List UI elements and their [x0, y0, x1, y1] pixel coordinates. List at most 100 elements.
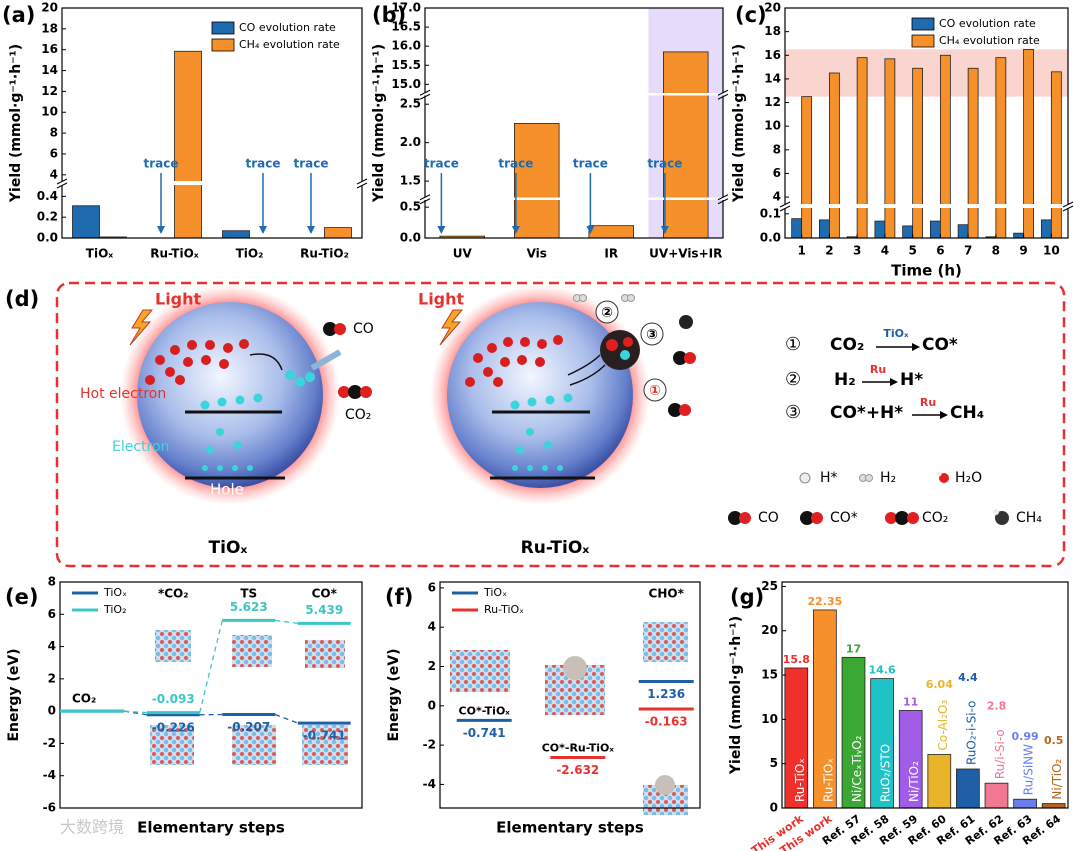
species-legend — [800, 511, 823, 525]
panel-label: (g) — [730, 585, 764, 609]
x-tick-label: IR — [604, 247, 618, 261]
reaction-number: ③ — [785, 402, 801, 423]
value-label: 11 — [903, 696, 918, 709]
ru-tiox-sphere — [430, 285, 650, 505]
ru-tiox-sphere — [516, 446, 524, 454]
y-tick-label: 15.5 — [391, 58, 421, 72]
annotation: trace — [647, 157, 682, 171]
x-tick-label: Ru-TiO₂ — [300, 247, 349, 261]
bar — [72, 205, 100, 239]
y-axis-label: Yield (mmol·g⁻¹·h⁻¹) — [728, 616, 744, 775]
bar-label: Ru/i-Si-o — [993, 729, 1007, 779]
legend-label: CO — [758, 510, 779, 526]
panel-label: (c) — [735, 3, 767, 27]
bar — [1013, 798, 1037, 809]
y-tick-label: 12 — [41, 84, 58, 98]
tiox-sphere — [137, 302, 323, 488]
annotation-arrow — [259, 226, 267, 234]
step-label: *CO₂ — [158, 587, 189, 601]
bar — [324, 227, 352, 239]
bar-label: Ru-TiOₓ — [821, 758, 835, 802]
ru-tiox-sphere — [510, 393, 573, 471]
species-legend — [728, 511, 751, 525]
plot-frame — [784, 7, 1069, 239]
value-label: -0.163 — [645, 715, 688, 729]
tiox-sphere — [217, 465, 223, 471]
bar — [957, 224, 969, 239]
ru-tiox-sphere — [563, 393, 573, 403]
product: H* — [900, 370, 923, 390]
ru-tiox-sphere — [447, 302, 633, 488]
value-label: -0.207 — [227, 720, 270, 734]
y-tick-label: 8 — [48, 575, 56, 589]
y-tick-label: 14 — [764, 71, 781, 85]
tiox-sphere — [235, 395, 245, 405]
ru-tiox-sphere — [520, 337, 530, 347]
y-tick-label: 6 — [48, 607, 56, 621]
bar — [1023, 48, 1034, 239]
legend-swatch — [211, 38, 235, 52]
annotation: trace — [245, 157, 280, 171]
y-tick-label: 6 — [50, 146, 58, 160]
co-label: CO — [353, 321, 374, 337]
y-tick-label: 6 — [428, 580, 436, 594]
watermark: 大数跨境 — [60, 818, 124, 837]
tiox-sphere — [165, 367, 175, 377]
hole-label: Hole — [210, 481, 244, 499]
species-legend — [859, 474, 873, 482]
y-tick-label: 0.2 — [37, 210, 58, 224]
y-tick-label: 16 — [41, 42, 58, 56]
y-tick-label: 20 — [41, 1, 58, 15]
x-axis-label: Elementary steps — [137, 819, 285, 837]
tiox-sphere — [155, 355, 165, 365]
y-tick-label: 20 — [764, 1, 781, 15]
y-tick-label: 4 — [50, 167, 58, 181]
x-tick-label: 1 — [797, 244, 805, 258]
species-legend — [936, 471, 942, 477]
tiox-sphere — [145, 339, 249, 385]
bar — [801, 96, 813, 239]
bar — [984, 782, 1009, 809]
y-tick-label: 16.0 — [391, 39, 421, 53]
x-tick-label: 3 — [853, 244, 861, 258]
y-tick-label: 0 — [770, 801, 778, 815]
structure-sketches — [150, 622, 688, 815]
structure-sketches — [150, 725, 194, 765]
panel-label: (e) — [5, 585, 38, 609]
x-tick-label: 9 — [1019, 244, 1027, 258]
value-label: 6.04 — [926, 678, 953, 691]
ru-tiox-sphere — [465, 335, 563, 387]
x-tick-label: Vis — [527, 247, 547, 261]
co-molecule — [323, 322, 346, 336]
value-label: 0.99 — [1012, 730, 1039, 743]
tiox-sphere — [120, 285, 342, 505]
legend-label: CO evolution rate — [239, 21, 336, 34]
light-label: Light — [418, 290, 465, 309]
plot-frame — [424, 7, 724, 239]
value-label: -0.741 — [463, 726, 506, 740]
axis-break — [1062, 205, 1074, 212]
tiox-sphere — [206, 446, 214, 454]
bar — [927, 754, 952, 809]
ru-tiox-sphere — [553, 335, 563, 345]
bar-label: Ni/TiO₂ — [907, 761, 921, 802]
bar — [514, 123, 560, 239]
product: CH₄ — [950, 403, 984, 423]
tiox-sphere — [201, 355, 211, 365]
value-label: -0.741 — [303, 729, 346, 743]
ru-tiox-label: Ru-TiOₓ — [521, 538, 590, 558]
y-tick-label: 0 — [48, 704, 56, 718]
y-tick-label: 14 — [41, 63, 58, 77]
level-label: CO*-TiOₓ — [459, 704, 511, 717]
panel-label: (d) — [5, 287, 39, 311]
y-tick-label: 8 — [773, 142, 781, 156]
value-label: 15.8 — [783, 653, 810, 666]
legend-label: TiO₂ — [103, 603, 127, 616]
tiox-sphere — [202, 465, 208, 471]
y-tick-label: 15.0 — [391, 77, 421, 91]
y-tick-label: -6 — [43, 801, 56, 815]
bar-label: Ni/TiO₂ — [1050, 758, 1064, 799]
axis-break — [419, 93, 431, 100]
y-tick-label: -4 — [43, 768, 56, 782]
y-tick-label: 2 — [428, 659, 436, 673]
